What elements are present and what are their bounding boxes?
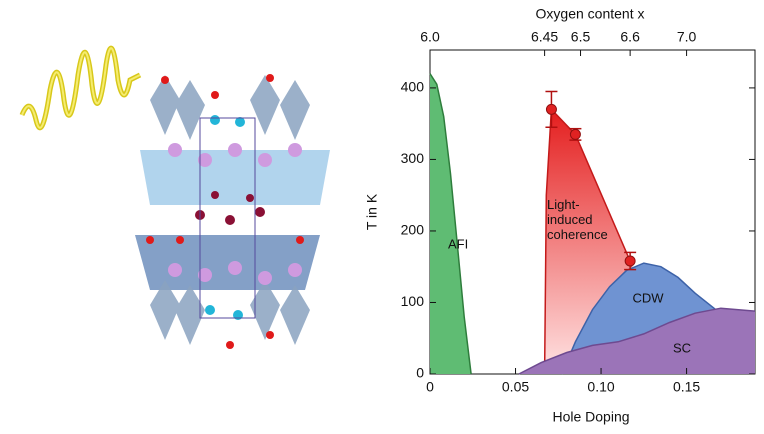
region-label: AFI bbox=[448, 236, 468, 251]
y-tick-label: 0 bbox=[416, 365, 424, 381]
region-label: Light-induced coherence bbox=[547, 197, 608, 242]
y-axis-label: T in K bbox=[364, 193, 380, 230]
area-boundary bbox=[429, 73, 472, 375]
region-label-box: Light-induced coherence bbox=[547, 197, 608, 242]
y-tick-label: 100 bbox=[401, 293, 425, 309]
x2-tick-label: 7.0 bbox=[677, 29, 697, 45]
crystal-illustration bbox=[19, 45, 330, 349]
x2-axis-label: Oxygen content x bbox=[536, 6, 645, 22]
x-axis-label: Hole Doping bbox=[552, 409, 629, 425]
data-point bbox=[624, 255, 636, 267]
region-label: CDW bbox=[632, 290, 664, 305]
y-tick-label: 400 bbox=[401, 79, 425, 95]
x-tick-label: 0 bbox=[426, 379, 434, 395]
x2-tick-label: 6.45 bbox=[531, 29, 558, 45]
area-boundary bbox=[561, 262, 717, 375]
x-tick-label: 0.05 bbox=[502, 379, 529, 395]
area-boundary bbox=[518, 307, 756, 375]
y-tick-label: 200 bbox=[401, 222, 425, 238]
area-region bbox=[518, 308, 755, 374]
x2-tick-label: 6.0 bbox=[420, 29, 440, 45]
x-tick-label: 0.10 bbox=[587, 379, 614, 395]
x-tick-label: 0.15 bbox=[673, 379, 700, 395]
x2-tick-label: 6.6 bbox=[620, 29, 640, 45]
data-point bbox=[545, 103, 557, 115]
plot-area bbox=[429, 73, 756, 375]
data-point bbox=[569, 128, 581, 140]
y-tick-label: 300 bbox=[401, 150, 425, 166]
area-region bbox=[430, 73, 472, 374]
region-label: SC bbox=[673, 340, 691, 355]
x2-tick-label: 6.5 bbox=[571, 29, 591, 45]
